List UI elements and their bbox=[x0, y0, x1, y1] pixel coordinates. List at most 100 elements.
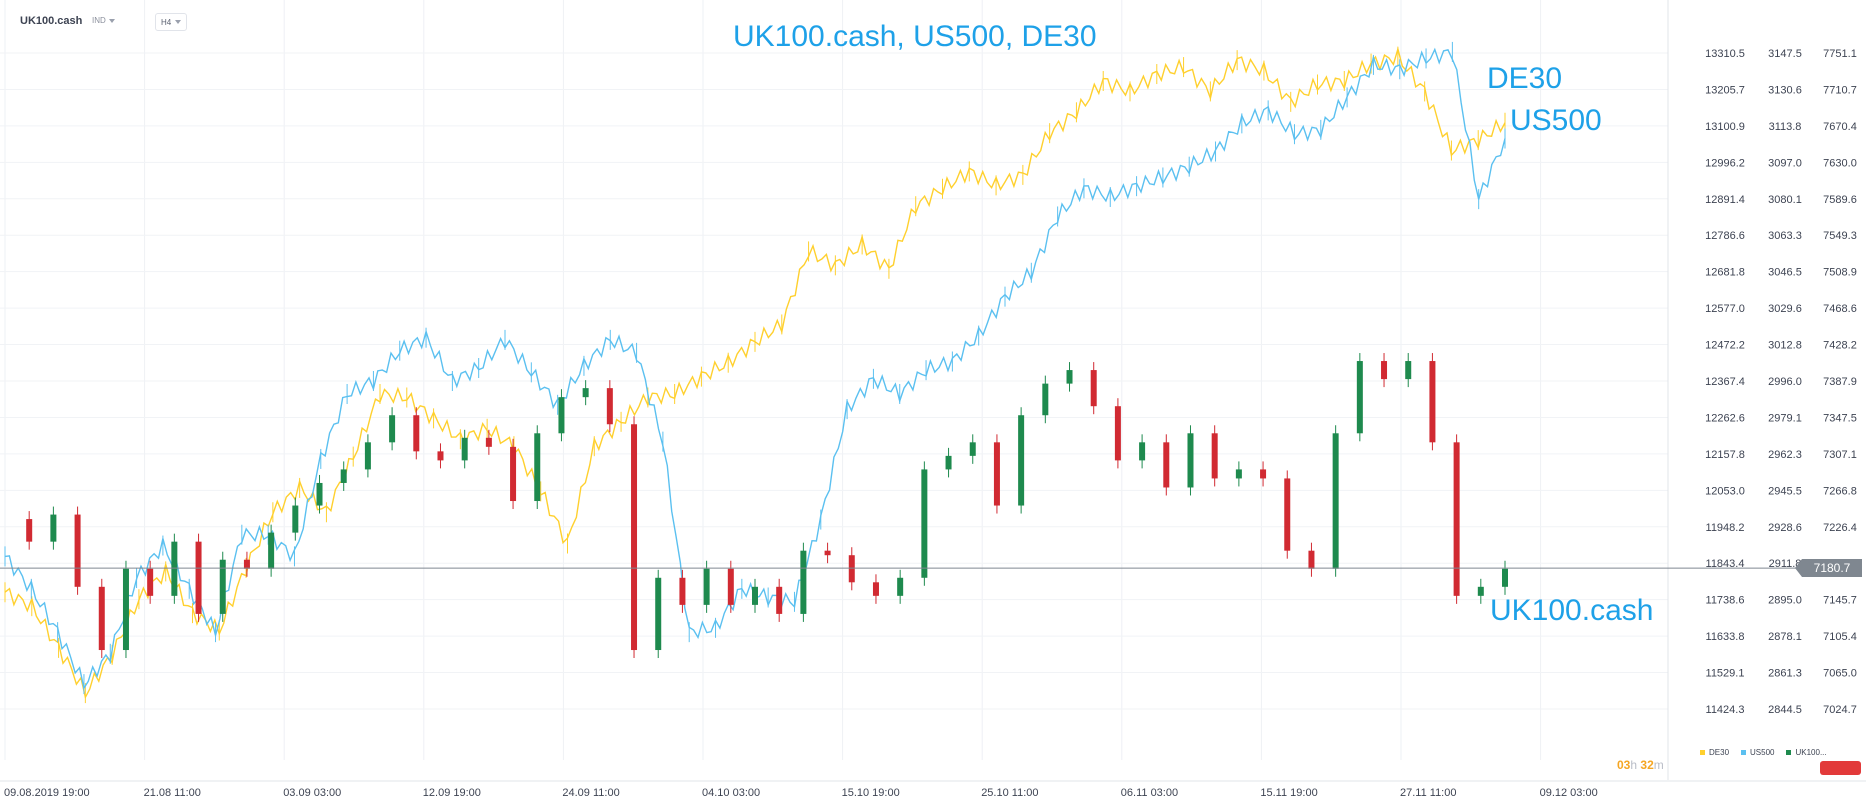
series-label-uk100: UK100.cash bbox=[1490, 594, 1654, 627]
legend-item-de30[interactable]: DE30 bbox=[1700, 748, 1729, 757]
legend-label: UK100... bbox=[1795, 748, 1827, 757]
candle-body bbox=[582, 388, 589, 398]
candle-body bbox=[195, 541, 202, 614]
y-tick-label: 7549.3 bbox=[1823, 230, 1857, 242]
x-tick-label: 24.09 11:00 bbox=[562, 787, 619, 799]
y-tick-label: 12053.0 bbox=[1705, 485, 1745, 497]
candle-body bbox=[26, 519, 33, 542]
y-tick-label: 11529.1 bbox=[1706, 668, 1745, 680]
y-tick-label: 12157.8 bbox=[1705, 449, 1745, 461]
countdown-minutes: 32 bbox=[1640, 758, 1654, 772]
candle-body bbox=[703, 568, 710, 605]
candle-body bbox=[243, 559, 250, 569]
candle-body bbox=[848, 555, 855, 583]
candle-body bbox=[993, 442, 1000, 506]
candle-body bbox=[316, 482, 323, 506]
y-tick-label: 12681.8 bbox=[1705, 267, 1745, 279]
candle-body bbox=[1163, 442, 1170, 488]
timeframe-label: H4 bbox=[161, 17, 172, 27]
candle-body bbox=[1453, 442, 1460, 596]
candle-countdown: 03h 32m bbox=[1617, 758, 1664, 772]
countdown-minutes-unit: m bbox=[1653, 758, 1664, 772]
timeframe-select[interactable]: H4 bbox=[155, 13, 188, 31]
candle-body bbox=[1405, 361, 1412, 380]
candle-body bbox=[413, 415, 420, 452]
y-tick-label: 12472.2 bbox=[1705, 340, 1745, 352]
candle-body bbox=[558, 397, 565, 434]
y-tick-label: 2895.0 bbox=[1768, 595, 1802, 607]
y-tick-label: 2844.5 bbox=[1768, 704, 1802, 716]
candle-body bbox=[897, 577, 904, 596]
candle-body bbox=[631, 424, 638, 651]
candle-body bbox=[98, 586, 105, 651]
y-tick-label: 3130.6 bbox=[1768, 84, 1802, 96]
symbol-badge-label: IND bbox=[92, 16, 106, 25]
y-tick-label: 12996.2 bbox=[1705, 157, 1745, 169]
candle-body bbox=[1332, 433, 1339, 569]
candle-body bbox=[727, 568, 734, 605]
y-tick-label: 3080.1 bbox=[1768, 194, 1802, 206]
chevron-down-icon bbox=[108, 18, 115, 23]
y-tick-label: 11948.2 bbox=[1706, 522, 1745, 534]
y-tick-label: 3147.5 bbox=[1768, 48, 1802, 60]
x-tick-label: 12.09 19:00 bbox=[423, 787, 481, 799]
x-tick-label: 09.12 03:00 bbox=[1540, 787, 1598, 799]
symbol-badge[interactable]: IND bbox=[92, 16, 115, 25]
candle-body bbox=[147, 568, 154, 596]
candle-body bbox=[1429, 361, 1436, 443]
y-tick-label: 2861.3 bbox=[1768, 668, 1802, 680]
y-tick-label: 7105.4 bbox=[1823, 631, 1857, 643]
y-tick-label: 2962.3 bbox=[1768, 449, 1802, 461]
y-tick-label: 2878.1 bbox=[1768, 631, 1802, 643]
chevron-down-icon bbox=[175, 20, 182, 24]
candle-body bbox=[437, 451, 444, 461]
x-tick-label: 06.11 03:00 bbox=[1121, 787, 1178, 799]
legend-swatch bbox=[1700, 750, 1705, 755]
x-tick-label: 04.10 03:00 bbox=[702, 787, 760, 799]
y-tick-label: 11843.4 bbox=[1706, 558, 1745, 570]
series-label-de30: DE30 bbox=[1487, 62, 1563, 95]
candle-body bbox=[969, 442, 976, 456]
y-tick-label: 7226.4 bbox=[1823, 522, 1857, 534]
y-tick-label: 12786.6 bbox=[1705, 230, 1745, 242]
legend-item-uk100[interactable]: UK100... bbox=[1786, 748, 1827, 757]
candle-body bbox=[171, 541, 178, 596]
candle-body bbox=[776, 586, 783, 614]
y-tick-label: 7428.2 bbox=[1823, 340, 1857, 352]
candle-body bbox=[752, 586, 758, 605]
y-tick-label: 7751.1 bbox=[1823, 48, 1857, 60]
legend-settings-button[interactable] bbox=[1820, 761, 1861, 775]
candle-body bbox=[1284, 478, 1291, 551]
candle-body bbox=[1502, 568, 1508, 587]
symbol-label[interactable]: UK100.cash bbox=[20, 15, 83, 27]
candle-body bbox=[122, 568, 129, 651]
legend-item-us500[interactable]: US500 bbox=[1741, 748, 1774, 757]
candle-body bbox=[1477, 586, 1484, 596]
candle-body bbox=[389, 415, 396, 443]
y-tick-label: 7508.9 bbox=[1823, 267, 1857, 279]
candle-body bbox=[485, 437, 492, 447]
candle-body bbox=[219, 559, 226, 614]
x-tick-label: 09.08.2019 19:00 bbox=[4, 787, 90, 799]
y-tick-label: 12577.0 bbox=[1705, 303, 1745, 315]
y-tick-label: 2945.5 bbox=[1768, 485, 1802, 497]
candle-body bbox=[606, 388, 613, 425]
y-tick-label: 2928.6 bbox=[1768, 522, 1802, 534]
y-tick-label: 7024.7 bbox=[1823, 704, 1857, 716]
legend-swatch bbox=[1741, 750, 1747, 755]
candle-body bbox=[655, 577, 662, 651]
candle-body bbox=[824, 550, 831, 556]
y-tick-label: 7710.7 bbox=[1823, 84, 1857, 96]
candle-body bbox=[1187, 433, 1194, 488]
y-tick-label: 12262.6 bbox=[1705, 412, 1745, 424]
candle-body bbox=[340, 469, 347, 483]
y-tick-label: 7589.6 bbox=[1823, 194, 1857, 206]
y-tick-label: 3012.8 bbox=[1768, 340, 1802, 352]
candle-body bbox=[50, 514, 57, 542]
candle-body bbox=[268, 532, 275, 569]
y-tick-label: 13310.5 bbox=[1705, 48, 1745, 60]
candle-body bbox=[461, 437, 468, 461]
x-tick-label: 03.09 03:00 bbox=[283, 787, 341, 799]
candle-body bbox=[1356, 361, 1363, 434]
